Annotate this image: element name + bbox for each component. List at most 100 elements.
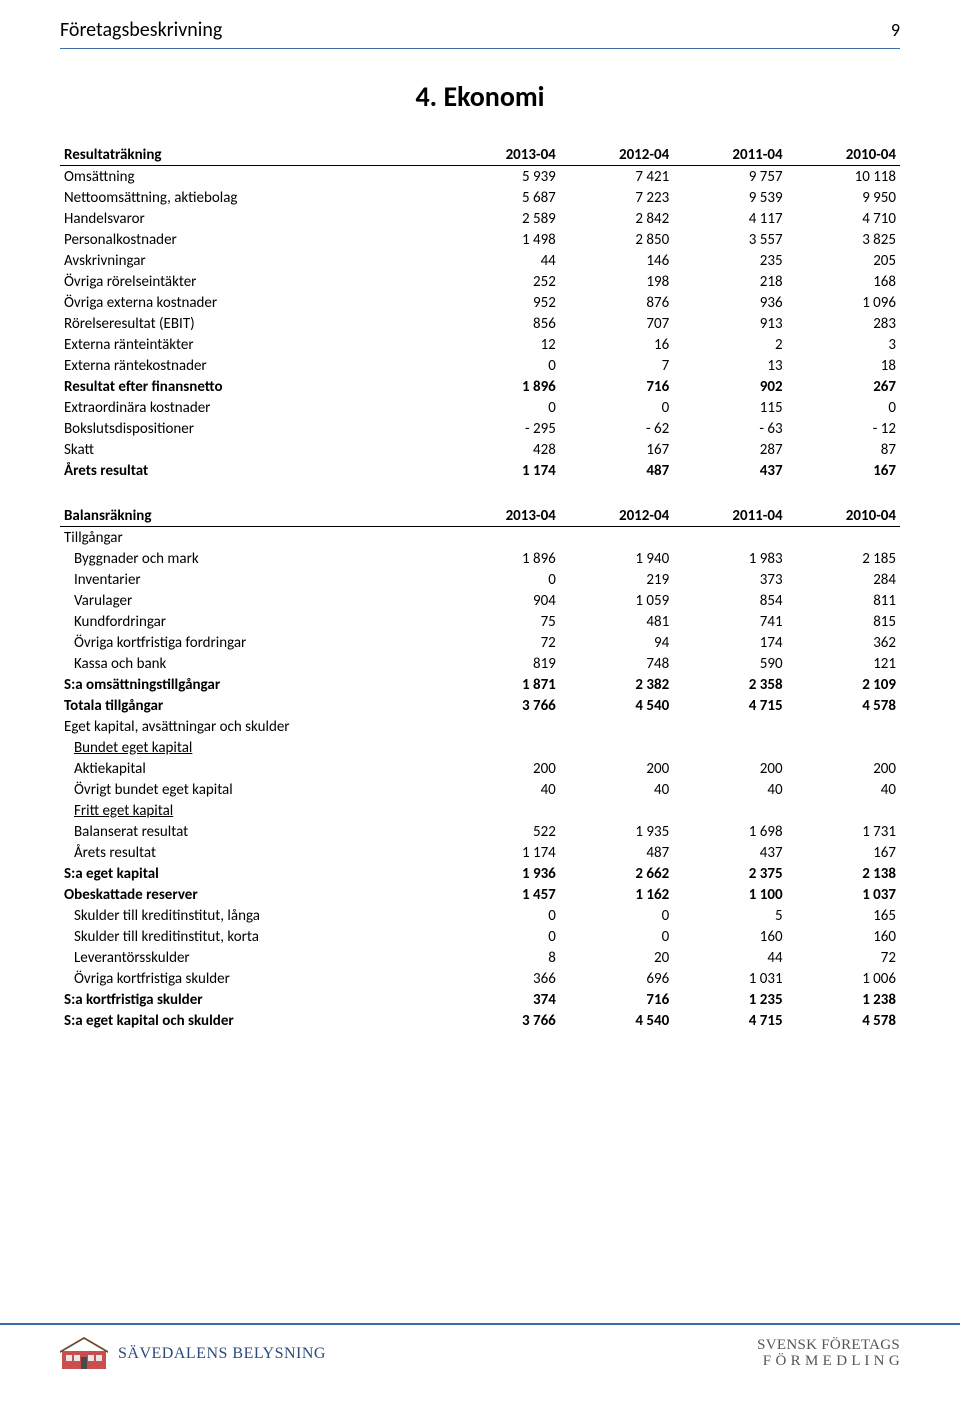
balance-year-2: 2011-04 (673, 505, 786, 527)
balance-row-value: 4 540 (560, 695, 673, 716)
balance-row-value (446, 737, 559, 758)
balance-row-value (787, 800, 900, 821)
income-row-label: Nettoomsättning, aktiebolag (60, 187, 446, 208)
income-row: Externa ränteintäkter121623 (60, 334, 900, 355)
income-row-value: 1 498 (446, 229, 559, 250)
income-row-label: Övriga rörelseintäkter (60, 271, 446, 292)
balance-row-value: 373 (673, 569, 786, 590)
income-row-value: 267 (787, 376, 900, 397)
balance-row-value: 200 (446, 758, 559, 779)
balance-row-value: 121 (787, 653, 900, 674)
income-row-value: 3 (787, 334, 900, 355)
income-row-value: 283 (787, 313, 900, 334)
balance-row-label: Övriga kortfristiga skulder (60, 968, 446, 989)
balance-row-value: 20 (560, 947, 673, 968)
income-row: Avskrivningar44146235205 (60, 250, 900, 271)
balance-row-value: 741 (673, 611, 786, 632)
balance-row-value: 3 766 (446, 1010, 559, 1031)
income-row-value: 146 (560, 250, 673, 271)
balance-row-value: 200 (787, 758, 900, 779)
balance-year-3: 2010-04 (787, 505, 900, 527)
income-row-value: 9 757 (673, 166, 786, 188)
balance-row-value: 2 358 (673, 674, 786, 695)
balance-row-value: 904 (446, 590, 559, 611)
income-row-value: 12 (446, 334, 559, 355)
balance-row-value: 2 662 (560, 863, 673, 884)
balance-row-value: 4 578 (787, 1010, 900, 1031)
balance-row-value: 487 (560, 842, 673, 863)
footer-right-line2: F Ö R M E D L I N G (757, 1354, 900, 1370)
income-row-value: 437 (673, 460, 786, 481)
balance-row-value (446, 716, 559, 737)
balance-row-value (787, 527, 900, 549)
balance-row: Totala tillgångar3 7664 5404 7154 578 (60, 695, 900, 716)
balance-row-value: 1 698 (673, 821, 786, 842)
balance-row-value: 819 (446, 653, 559, 674)
income-row-value: 16 (560, 334, 673, 355)
balance-row: Eget kapital, avsättningar och skulder (60, 716, 900, 737)
page-header: Företagsbeskrivning 9 (60, 0, 900, 49)
income-row-value: 9 539 (673, 187, 786, 208)
income-row-value: 7 223 (560, 187, 673, 208)
income-row-value: 87 (787, 439, 900, 460)
balance-row-value: 0 (446, 905, 559, 926)
balance-row: Obeskattade reserver1 4571 1621 1001 037 (60, 884, 900, 905)
balance-row-value: 481 (560, 611, 673, 632)
income-row-label: Rörelseresultat (EBIT) (60, 313, 446, 334)
income-row-value: 205 (787, 250, 900, 271)
balance-row: Kassa och bank819748590121 (60, 653, 900, 674)
balance-row: Skulder till kreditinstitut, långa005165 (60, 905, 900, 926)
balance-row-value: 5 (673, 905, 786, 926)
balance-row-label: Inventarier (60, 569, 446, 590)
balance-row-value: 0 (446, 569, 559, 590)
page-number: 9 (891, 19, 900, 41)
balance-year-0: 2013-04 (446, 505, 559, 527)
income-row: Övriga externa kostnader9528769361 096 (60, 292, 900, 313)
balance-row-value: 40 (560, 779, 673, 800)
balance-row: Varulager9041 059854811 (60, 590, 900, 611)
balance-row-value: 200 (560, 758, 673, 779)
balance-row-value: 1 935 (560, 821, 673, 842)
income-row-label: Avskrivningar (60, 250, 446, 271)
income-row-value: 1 896 (446, 376, 559, 397)
balance-row-value: 437 (673, 842, 786, 863)
income-row-value: 7 (560, 355, 673, 376)
income-statement-table: Resultaträkning 2013-04 2012-04 2011-04 … (60, 144, 900, 481)
income-row-label: Extraordinära kostnader (60, 397, 446, 418)
footer-right-line1: SVENSK FÖRETAGS (757, 1338, 900, 1354)
balance-row-value: 8 (446, 947, 559, 968)
balance-row-label: Eget kapital, avsättningar och skulder (60, 716, 446, 737)
balance-row-label: Skulder till kreditinstitut, långa (60, 905, 446, 926)
income-row: Personalkostnader1 4982 8503 5573 825 (60, 229, 900, 250)
balance-row-value: 748 (560, 653, 673, 674)
balance-row-value: 590 (673, 653, 786, 674)
balance-row-value: 75 (446, 611, 559, 632)
balance-row: Aktiekapital200200200200 (60, 758, 900, 779)
income-row-label: Externa ränteintäkter (60, 334, 446, 355)
balance-row-label: Totala tillgångar (60, 695, 446, 716)
balance-row-value: 1 238 (787, 989, 900, 1010)
balance-row-value (787, 716, 900, 737)
income-row-value: 18 (787, 355, 900, 376)
income-row-label: Övriga externa kostnader (60, 292, 446, 313)
income-row-value: 428 (446, 439, 559, 460)
balance-row-value: 4 578 (787, 695, 900, 716)
income-row-value: 287 (673, 439, 786, 460)
balance-row: Byggnader och mark1 8961 9401 9832 185 (60, 548, 900, 569)
balance-heading: Balansräkning (60, 505, 446, 527)
balance-row: Övriga kortfristiga fordringar7294174362 (60, 632, 900, 653)
balance-sheet-table: Balansräkning 2013-04 2012-04 2011-04 20… (60, 505, 900, 1031)
income-row-value: 115 (673, 397, 786, 418)
balance-row-label: Tillgångar (60, 527, 446, 549)
balance-row-value: 2 109 (787, 674, 900, 695)
income-row-value: 2 842 (560, 208, 673, 229)
balance-row-label: Aktiekapital (60, 758, 446, 779)
income-row-value: 716 (560, 376, 673, 397)
income-row-value: 235 (673, 250, 786, 271)
income-row: Extraordinära kostnader001150 (60, 397, 900, 418)
balance-row-value: 815 (787, 611, 900, 632)
income-row-value: 4 117 (673, 208, 786, 229)
income-row: Handelsvaror2 5892 8424 1174 710 (60, 208, 900, 229)
balance-row-value: 1 162 (560, 884, 673, 905)
income-year-3: 2010-04 (787, 144, 900, 166)
